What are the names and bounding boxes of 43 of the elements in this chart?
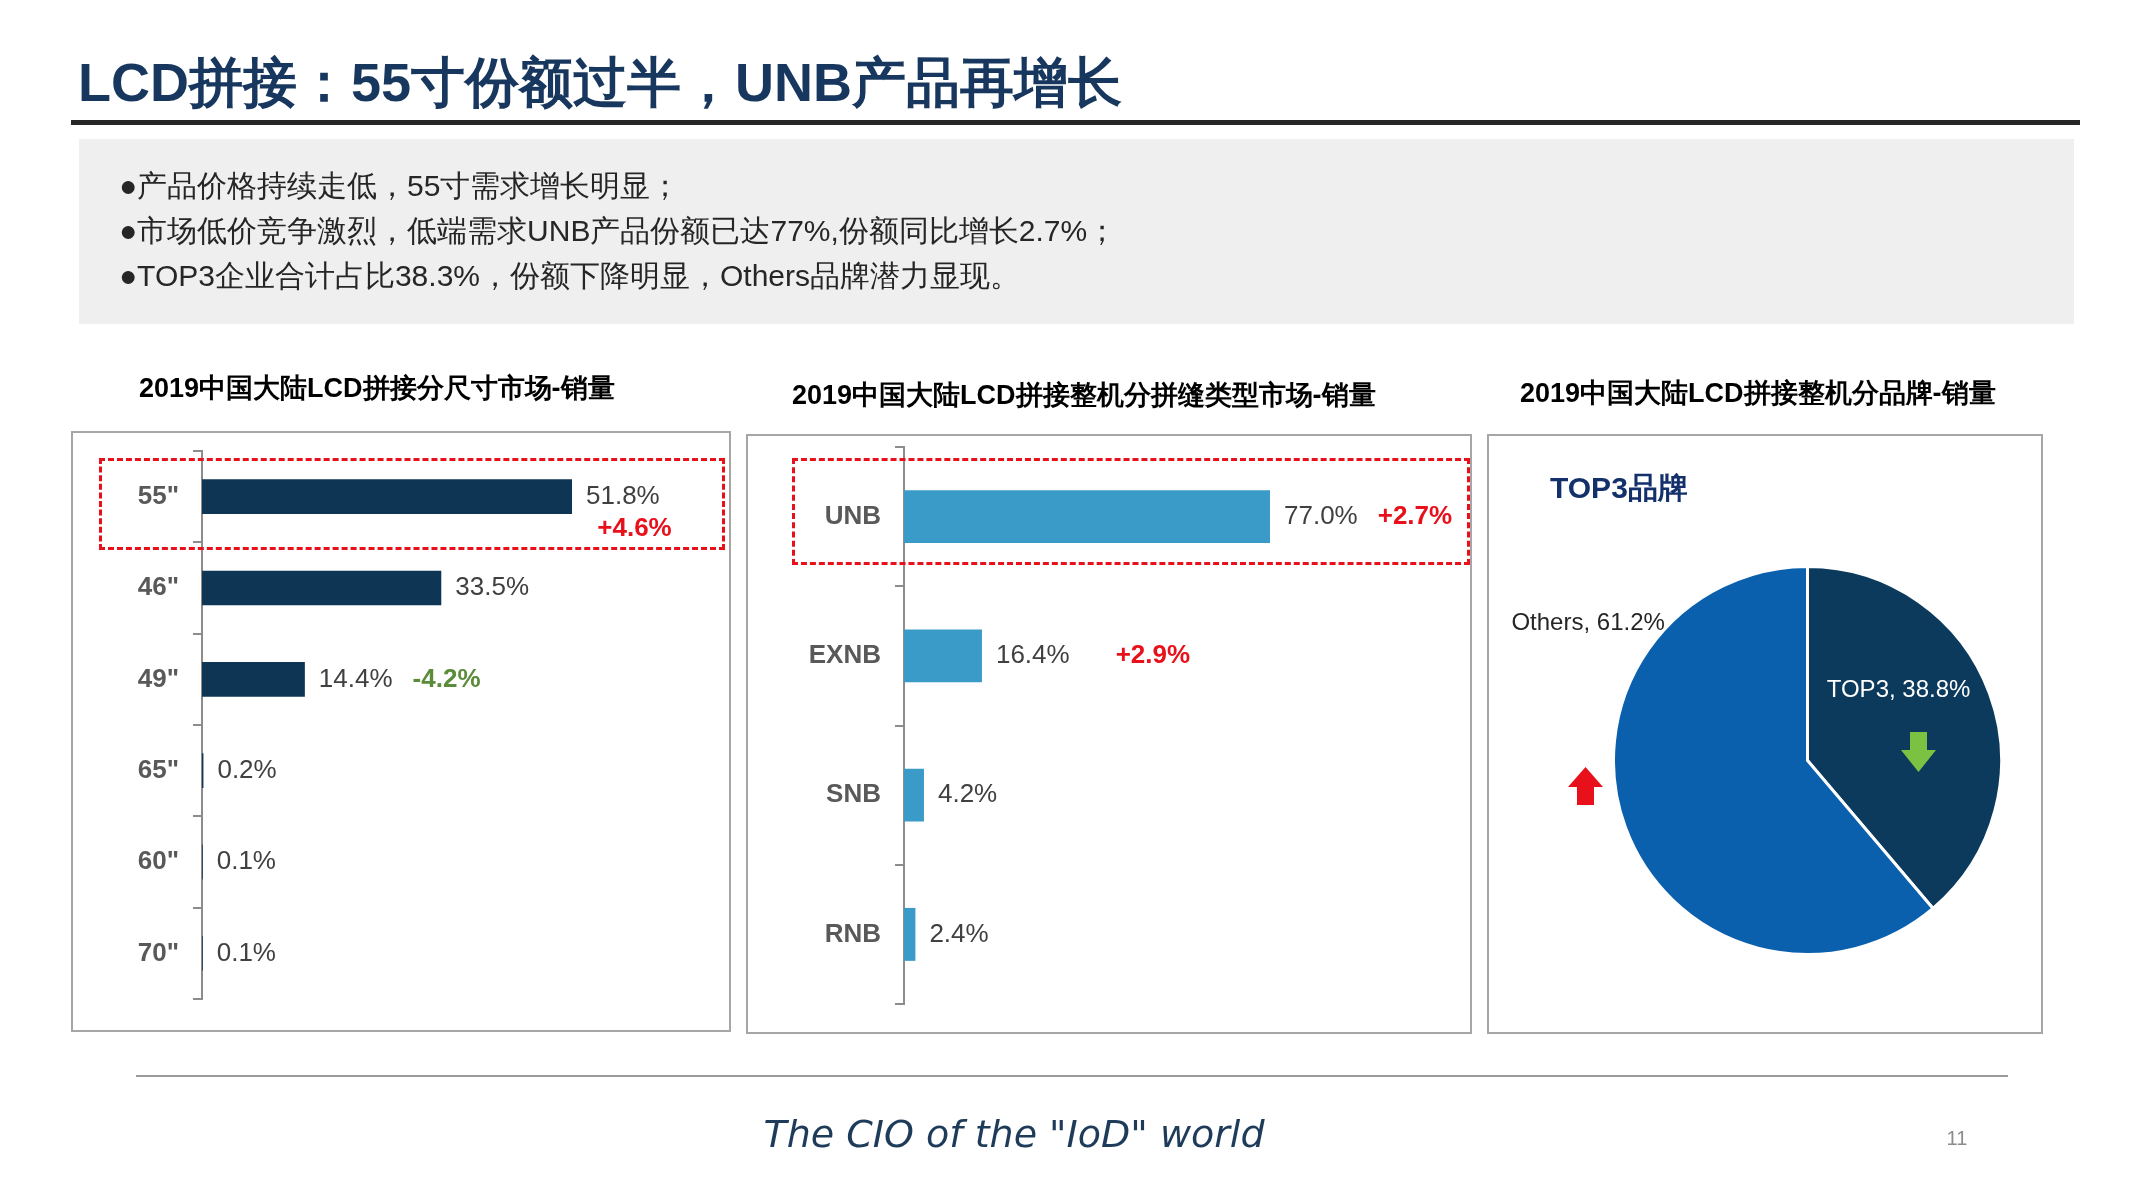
bar	[904, 490, 1270, 544]
annotation: -4.2%	[412, 662, 481, 693]
bar	[202, 661, 305, 697]
data-label: 51.8%	[586, 479, 660, 510]
data-label: 14.4%	[318, 662, 393, 693]
chart-title: 2019中国大陆LCD拼接分尺寸市场-销量	[139, 372, 615, 405]
text: +4.6%	[597, 511, 672, 542]
y-tick-label: 46"	[137, 571, 179, 602]
text: ●TOP3企业合计占比38.3%，份额下降明显，Others品牌潜力显现。	[119, 258, 1021, 294]
text: 11	[1946, 1126, 1968, 1150]
y-tick-label: 55"	[137, 479, 179, 510]
text: ●市场低价竞争激烈，低端需求UNB产品份额已达77%,份额同比增长2.7%；	[119, 213, 1118, 249]
y-tick-label: 49"	[137, 662, 179, 693]
data-label: 0.2%	[217, 753, 277, 784]
bar	[202, 570, 442, 606]
y-tick-label: SNB	[826, 778, 881, 809]
chart-subtitle: TOP3品牌	[1550, 470, 1688, 506]
data-label: 33.5%	[455, 571, 530, 602]
data-label: 77.0%	[1284, 499, 1358, 530]
data-label: 0.1%	[216, 845, 276, 876]
text: The CIO of the "IoD" world	[763, 1111, 1265, 1158]
bar	[202, 479, 572, 515]
data-label: 2.4%	[929, 917, 989, 948]
data-label: 4.2%	[937, 778, 998, 809]
y-tick-label: 65"	[137, 753, 179, 784]
bar	[904, 768, 924, 822]
slice-label: Others, 61.2%	[1511, 606, 1665, 636]
text: ●产品价格持续走低，55寸需求增长明显；	[119, 168, 681, 204]
y-tick-label: UNB	[824, 499, 881, 530]
y-tick-label: RNB	[824, 917, 881, 948]
data-label: 16.4%	[995, 639, 1070, 670]
slice-label: TOP3, 38.8%	[1826, 673, 1971, 703]
chart-title: 2019中国大陆LCD拼接整机分品牌-销量	[1520, 377, 1996, 410]
text: +2.7%	[1377, 499, 1453, 530]
text: LCD拼接：55寸份额过半，UNB产品再增长	[78, 51, 1123, 114]
data-label: 0.1%	[216, 936, 276, 967]
y-tick-label: 60"	[137, 845, 179, 876]
y-tick-label: EXNB	[808, 639, 881, 670]
y-tick-label: 70"	[137, 936, 179, 967]
chart-title: 2019中国大陆LCD拼接整机分拼缝类型市场-销量	[792, 379, 1376, 412]
annotation: +2.9%	[1115, 639, 1191, 670]
bar	[904, 907, 916, 961]
bar	[904, 629, 982, 683]
